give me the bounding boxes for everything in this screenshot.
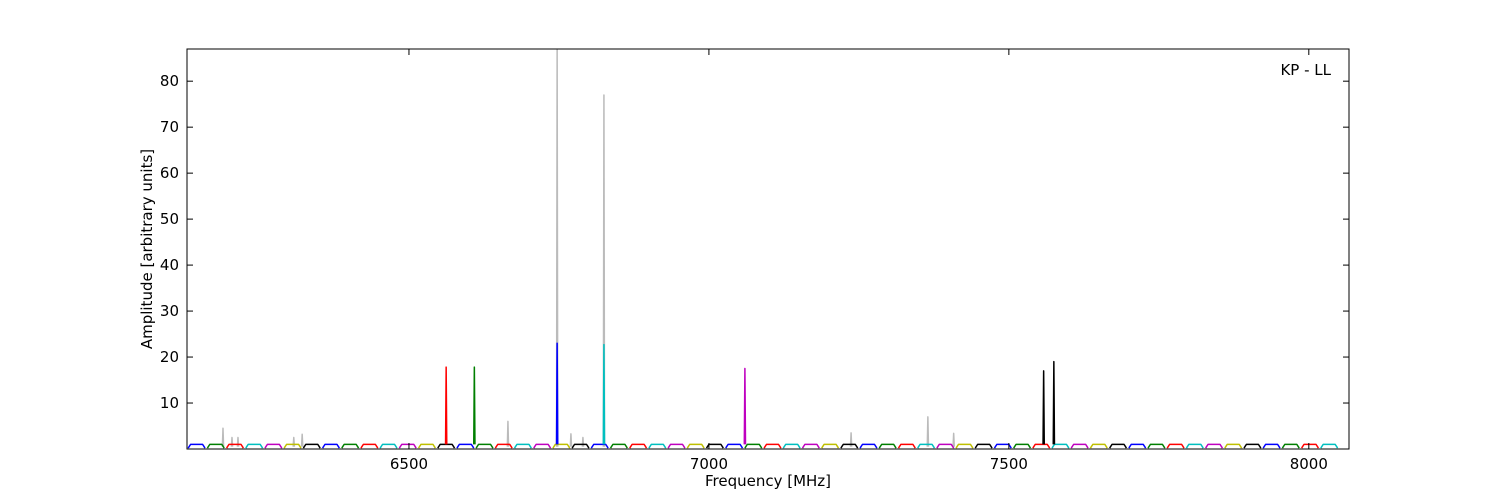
plot-lines (187, 49, 1339, 449)
series-line (473, 366, 476, 445)
series-line (206, 443, 1300, 449)
annotation: KP - LL (1280, 61, 1331, 79)
series-line (743, 367, 747, 445)
plot-area (187, 49, 1349, 449)
series-line (555, 342, 559, 445)
x-tick-label: 7500 (990, 455, 1028, 473)
y-tick-label: 50 (160, 210, 179, 228)
x-tick-label: 8000 (1290, 455, 1328, 473)
y-tick-label: 30 (160, 302, 179, 320)
x-tick-label: 6500 (390, 455, 428, 473)
series-line (1042, 370, 1045, 445)
x-tick-label: 7000 (690, 455, 728, 473)
series-line (1052, 360, 1056, 445)
series-line (264, 443, 1224, 449)
y-axis-label: Amplitude [arbitrary units] (138, 149, 156, 349)
y-tick-label: 70 (160, 118, 179, 136)
series-line (602, 343, 606, 445)
y-tick-label: 10 (160, 394, 179, 412)
plot-frame (186, 48, 1350, 450)
x-axis-label: Frequency [MHz] (705, 472, 831, 490)
series-line (187, 443, 1281, 449)
series-line (444, 366, 448, 445)
series-line (283, 443, 1243, 449)
series-line (225, 443, 1320, 449)
series-line (221, 49, 956, 447)
y-tick-label: 40 (160, 256, 179, 274)
series-line (245, 443, 1339, 449)
y-tick-label: 80 (160, 72, 179, 90)
y-tick-label: 20 (160, 348, 179, 366)
y-tick-label: 60 (160, 164, 179, 182)
